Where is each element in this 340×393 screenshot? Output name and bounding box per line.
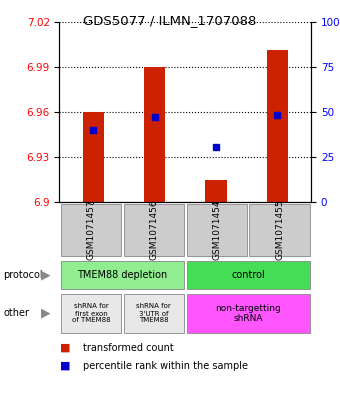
Text: shRNA for
first exon
of TMEM88: shRNA for first exon of TMEM88 <box>72 303 110 323</box>
Bar <box>187 261 310 289</box>
Bar <box>187 294 310 333</box>
Text: GDS5077 / ILMN_1707088: GDS5077 / ILMN_1707088 <box>83 14 257 27</box>
Bar <box>61 204 121 256</box>
Text: shRNA for
3'UTR of
TMEM88: shRNA for 3'UTR of TMEM88 <box>136 303 171 323</box>
Text: protocol: protocol <box>3 270 43 280</box>
Text: GSM1071455: GSM1071455 <box>275 200 284 260</box>
Bar <box>144 67 165 202</box>
Text: GSM1071457: GSM1071457 <box>86 200 96 260</box>
Bar <box>61 261 184 289</box>
Text: control: control <box>231 270 265 280</box>
Bar <box>267 50 288 202</box>
Text: ■: ■ <box>59 343 70 353</box>
Bar <box>205 180 227 202</box>
Bar <box>250 204 310 256</box>
Text: percentile rank within the sample: percentile rank within the sample <box>83 361 248 371</box>
Bar <box>187 204 247 256</box>
Bar <box>124 204 184 256</box>
Text: non-targetting
shRNA: non-targetting shRNA <box>215 304 281 323</box>
Text: GSM1071456: GSM1071456 <box>149 200 158 260</box>
Bar <box>124 294 184 333</box>
Text: GSM1071454: GSM1071454 <box>212 200 221 260</box>
Text: ■: ■ <box>59 361 70 371</box>
Text: other: other <box>3 308 29 318</box>
Bar <box>61 294 121 333</box>
Text: TMEM88 depletion: TMEM88 depletion <box>77 270 168 280</box>
Text: ▶: ▶ <box>41 268 51 281</box>
Text: ▶: ▶ <box>41 307 51 320</box>
Bar <box>83 112 104 202</box>
Text: transformed count: transformed count <box>83 343 174 353</box>
